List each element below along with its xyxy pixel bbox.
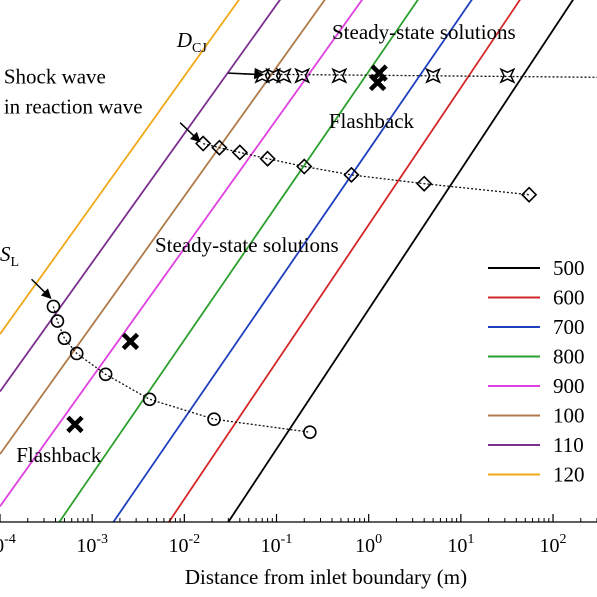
annotation: Flashback xyxy=(16,443,102,467)
marker-star xyxy=(499,67,516,84)
dotted-curves xyxy=(52,73,597,433)
series-line-600 xyxy=(168,0,521,522)
annotation: DCJ xyxy=(176,28,208,56)
marker-star xyxy=(331,67,348,84)
x-tick-label: 102 xyxy=(540,532,567,557)
marker-diamond xyxy=(231,144,248,161)
marker-diamond xyxy=(195,135,212,152)
markers xyxy=(46,64,538,440)
marker-diamond xyxy=(416,175,433,192)
legend-label-700: 700 xyxy=(553,315,585,339)
x-tick-label: 10-3 xyxy=(76,532,108,557)
annotations: Steady-state solutions Shock wave in react… xyxy=(0,20,516,467)
marker-diamond xyxy=(211,139,228,156)
marker-circle xyxy=(303,425,317,440)
series-line-120 xyxy=(0,0,240,335)
marker-cross xyxy=(66,415,84,434)
annotation: Steady-state solutions xyxy=(332,20,516,44)
annotation-arrow xyxy=(228,69,265,80)
legend-label-500: 500 xyxy=(553,256,585,280)
marker-circle xyxy=(207,412,221,426)
series-line-100 xyxy=(0,0,326,455)
marker-star xyxy=(265,67,282,84)
x-tick-label: 10-2 xyxy=(169,532,201,557)
x-axis: 10-4 10-3 10-2 10-1 100 101 102 xyxy=(0,514,597,557)
series-line-110 xyxy=(0,0,281,393)
marker-cross xyxy=(121,332,140,351)
series-line-700 xyxy=(112,0,473,522)
marker-diamond xyxy=(520,186,538,203)
annotation: Shock wave xyxy=(4,65,106,89)
annotation-arrow xyxy=(31,278,52,299)
x-tick-label: 10-1 xyxy=(261,532,293,557)
marker-diamond xyxy=(259,150,276,167)
legend-box xyxy=(478,244,597,494)
x-axis-label: Distance from inlet boundary (m) xyxy=(185,565,467,589)
annotation: in reaction wave xyxy=(4,94,143,118)
annotation: Flashback xyxy=(329,109,415,133)
legend-label-100: 100 xyxy=(553,404,585,428)
curve-dcj xyxy=(244,73,597,78)
marker-star xyxy=(425,67,442,84)
annotation-arrow xyxy=(179,122,201,143)
legend-label-900: 900 xyxy=(553,374,585,398)
series-line-500 xyxy=(227,0,574,522)
annotation: Steady-state solutions xyxy=(155,233,339,257)
x-tick-label: 10-4 xyxy=(0,532,16,557)
legend: 500 600 700 800 900 100 110 120 xyxy=(478,244,597,494)
x-tick-label: 101 xyxy=(447,532,474,557)
series-lines xyxy=(0,0,574,522)
marker-diamond xyxy=(343,166,360,184)
series-line-800 xyxy=(58,0,419,522)
marker-circle xyxy=(98,367,113,382)
legend-label-120: 120 xyxy=(553,463,585,487)
marker-circle xyxy=(46,299,61,314)
marker-circle xyxy=(57,331,72,346)
marker-star xyxy=(275,67,292,84)
marker-circle xyxy=(69,346,84,361)
legend-label-110: 110 xyxy=(553,433,584,457)
marker-diamond xyxy=(296,158,313,175)
curve-shock xyxy=(203,142,530,196)
marker-cross xyxy=(368,73,387,92)
legend-label-800: 800 xyxy=(553,345,585,369)
annotation: SL xyxy=(0,242,19,270)
legend-label-600: 600 xyxy=(553,286,585,310)
marker-star xyxy=(294,67,311,84)
x-tick-label: 100 xyxy=(355,532,382,557)
marker-circle xyxy=(142,392,157,407)
marker-circle xyxy=(50,314,65,328)
series-line-900 xyxy=(0,0,364,507)
